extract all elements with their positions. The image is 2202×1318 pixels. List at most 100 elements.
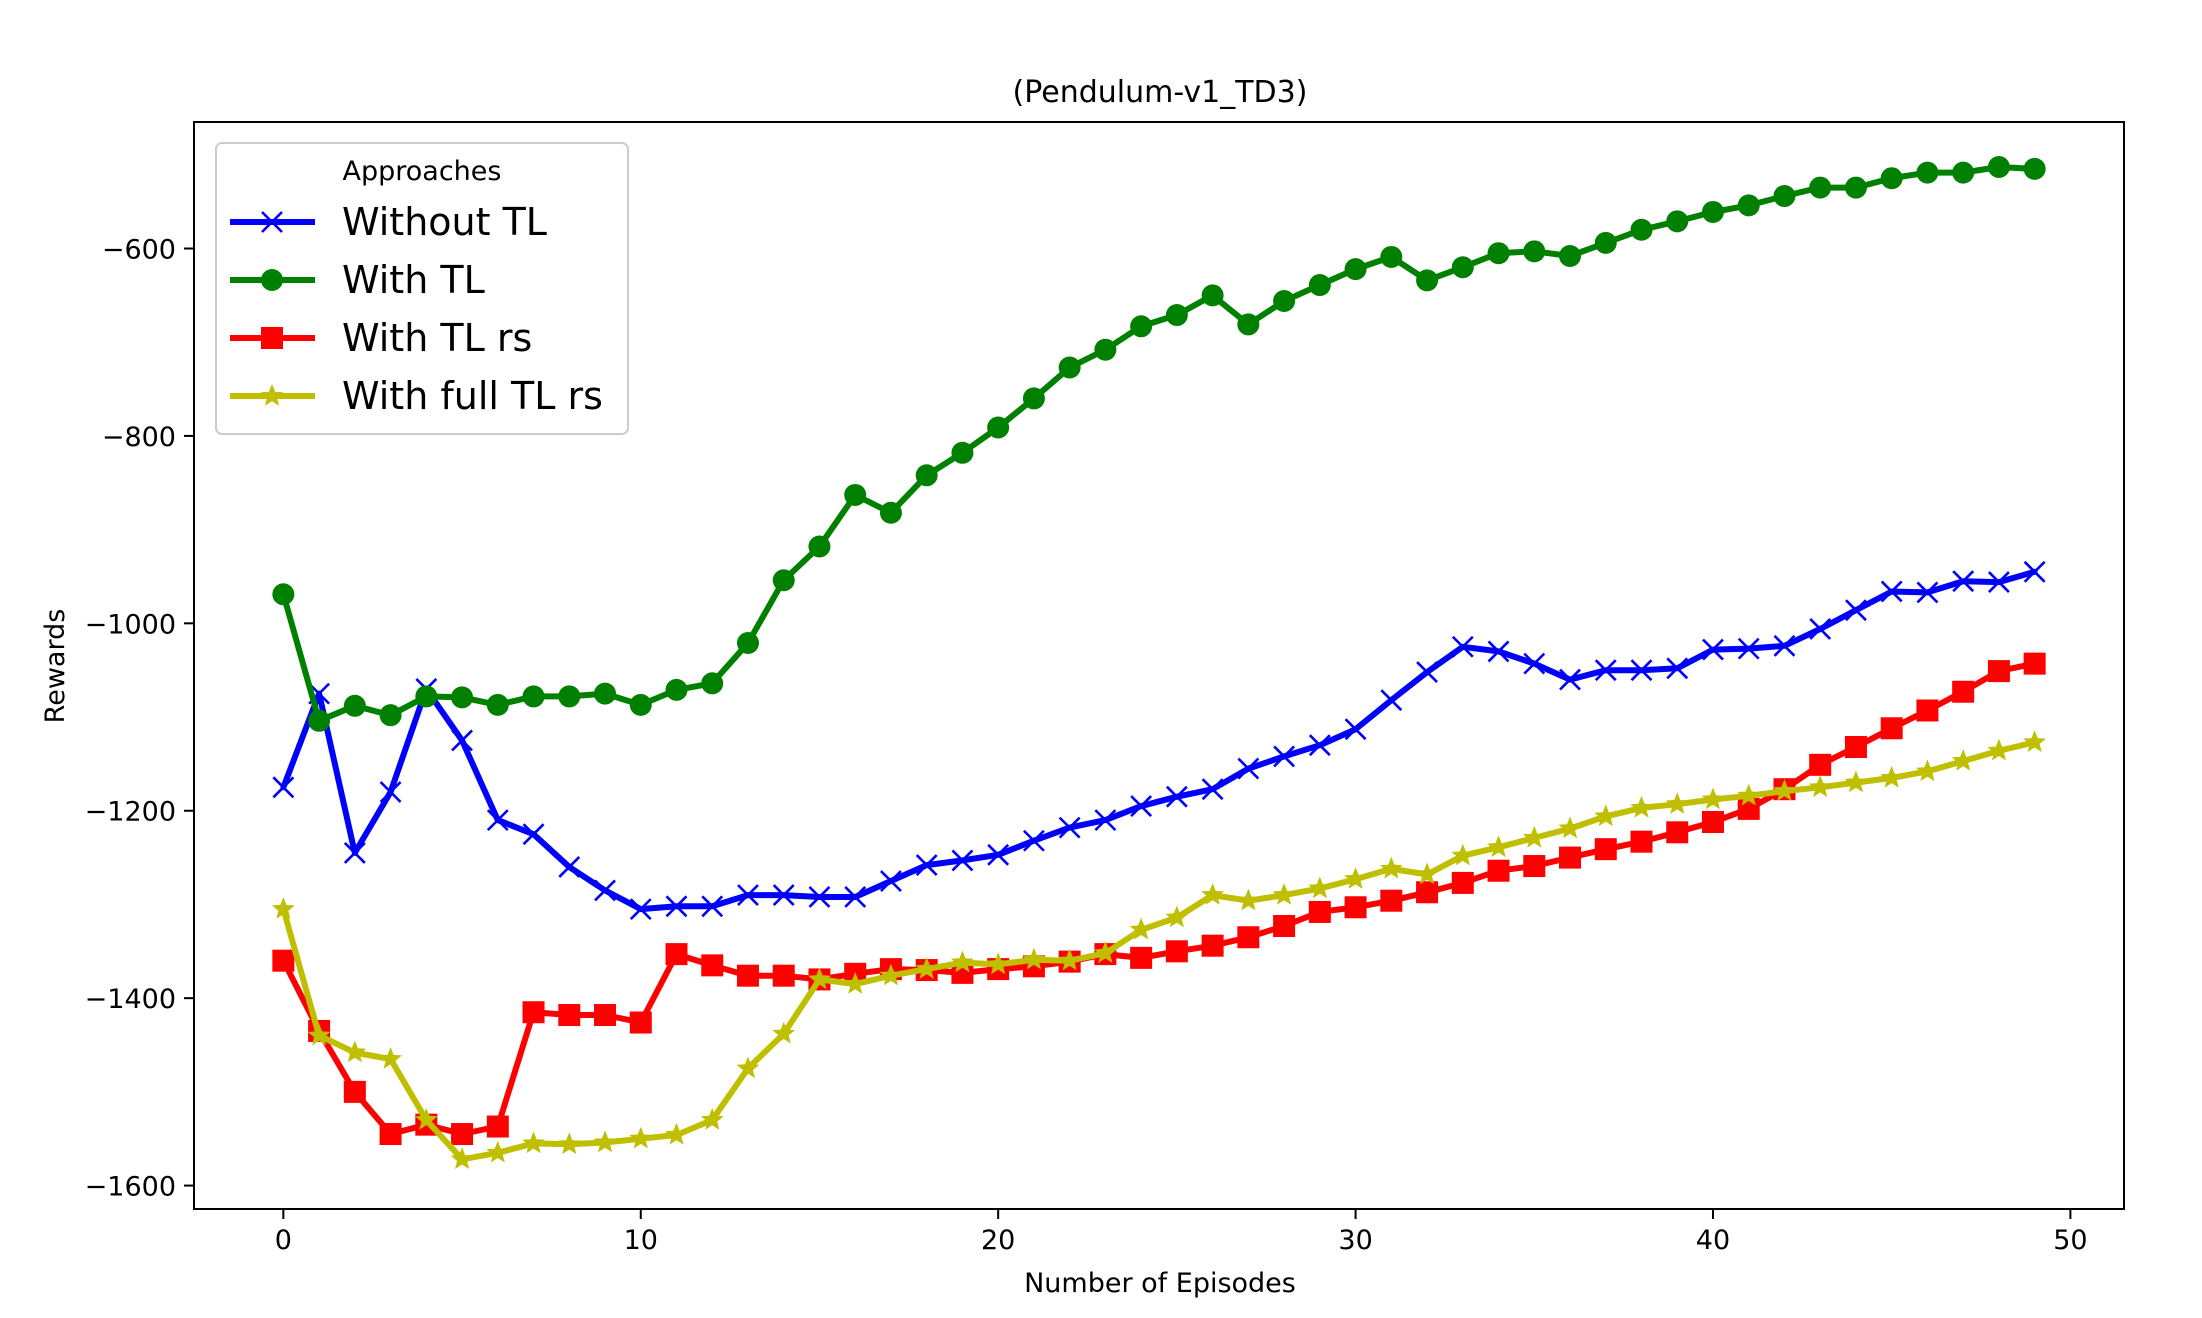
chart-title: (Pendulum-v1_TD3) (1013, 75, 1308, 110)
data-point-with-tl (1987, 155, 2010, 178)
data-point-with-tl-rs (1165, 940, 1188, 963)
data-point-with-full-tl-rs (736, 1056, 760, 1079)
data-point-without-tl (558, 856, 581, 878)
data-point-with-full-tl-rs (450, 1147, 474, 1169)
x-axis: 0 10 20 30 40 50 (275, 1209, 2088, 1256)
data-point-with-tl (451, 686, 474, 709)
data-point-with-full-tl-rs (1880, 765, 1904, 788)
data-point-with-tl (1594, 231, 1617, 254)
data-point-with-full-tl-rs (772, 1021, 796, 1044)
legend-entry-without-tl: Without TL (230, 200, 547, 244)
data-point-with-tl-rs (451, 1123, 474, 1146)
data-point-with-tl (844, 483, 867, 506)
data-point-with-tl (1344, 258, 1367, 281)
data-point-with-tl (1237, 313, 1260, 336)
data-point-without-tl (1702, 638, 1724, 661)
data-point-with-tl-rs (1344, 896, 1367, 919)
data-point-without-tl (951, 849, 974, 872)
data-point-without-tl (915, 854, 938, 877)
data-point-with-full-tl-rs (1951, 749, 1975, 771)
data-point-without-tl (987, 843, 1010, 866)
data-point-with-full-tl-rs (1415, 862, 1439, 885)
data-point-with-tl (379, 704, 402, 727)
data-point-without-tl (1201, 778, 1224, 801)
data-point-with-full-tl-rs (951, 950, 974, 973)
data-point-with-full-tl-rs (2023, 730, 2047, 752)
plot-frame (193, 121, 2125, 1210)
data-point-with-tl-rs (1451, 871, 1474, 894)
data-point-without-tl (1773, 634, 1796, 657)
data-point-with-full-tl-rs (1022, 947, 1046, 970)
data-point-without-tl (1165, 785, 1188, 808)
x-tick-label: 30 (1338, 1225, 1372, 1256)
legend-items: Without TL With TL With TL rs With full TL … (230, 200, 603, 418)
data-point-with-tl-rs (772, 964, 795, 987)
data-point-with-tl (1487, 242, 1510, 265)
data-point-with-full-tl-rs (1094, 941, 1117, 963)
data-point-with-full-tl-rs (1844, 770, 1868, 793)
data-point-with-tl-rs (1487, 859, 1510, 882)
data-point-with-full-tl-rs (1165, 905, 1189, 928)
legend-label: With full TL rs (342, 374, 603, 418)
x-tick-label: 40 (1696, 1225, 1730, 1256)
data-point-with-tl-rs (1630, 830, 1653, 853)
data-point-with-full-tl-rs (1487, 835, 1510, 857)
data-point-with-full-tl-rs (1058, 948, 1082, 971)
series-line-with-full-tl-rs (280, 739, 2038, 1163)
legend-label: With TL (342, 258, 485, 302)
data-point-with-tl (486, 693, 509, 716)
data-point-with-full-tl-rs (379, 1047, 402, 1069)
legend-swatch-marker (260, 384, 284, 406)
data-point-with-tl (701, 672, 724, 695)
data-point-with-tl (915, 464, 938, 487)
data-point-with-full-tl-rs (557, 1132, 581, 1155)
data-point-with-tl (1273, 289, 1296, 312)
data-point-without-tl (451, 729, 473, 752)
data-point-with-tl-rs (343, 1080, 366, 1103)
series-line-with-tl-rs (280, 660, 2038, 1137)
y-axis-label: Rewards (40, 609, 71, 724)
data-point-with-tl-rs (665, 943, 688, 966)
data-point-without-tl (844, 886, 867, 908)
data-point-with-full-tl-rs (1665, 792, 1689, 814)
legend-swatch-marker (261, 211, 283, 233)
data-point-with-full-tl-rs (1236, 888, 1260, 911)
data-point-with-tl (1880, 167, 1903, 190)
x-tick-label: 0 (275, 1225, 292, 1256)
data-point-without-tl (594, 879, 616, 902)
data-point-with-tl (951, 441, 974, 464)
data-point-with-full-tl-rs (1808, 775, 1832, 797)
data-point-with-tl-rs (736, 964, 759, 987)
data-point-with-tl (343, 694, 366, 717)
data-point-with-tl (558, 685, 581, 708)
data-point-with-tl (1916, 161, 1939, 184)
data-point-with-full-tl-rs (522, 1131, 545, 1154)
data-point-with-tl (272, 583, 295, 606)
data-point-with-tl-rs (1594, 838, 1617, 861)
data-point-without-tl (1630, 659, 1653, 682)
data-point-with-full-tl-rs (808, 967, 831, 990)
data-point-with-tl (1451, 256, 1474, 279)
data-point-with-tl-rs (1273, 915, 1296, 938)
data-point-with-tl (594, 682, 617, 705)
data-point-without-tl (629, 898, 652, 921)
data-point-with-tl (1380, 245, 1403, 268)
data-point-with-tl-rs (272, 949, 295, 972)
data-point-with-full-tl-rs (1201, 883, 1224, 905)
data-point-with-full-tl-rs (915, 957, 939, 979)
data-point-with-full-tl-rs (986, 952, 1010, 975)
x-tick-label: 50 (2053, 1225, 2087, 1256)
data-point-with-full-tl-rs (1773, 779, 1796, 801)
data-point-without-tl (808, 886, 831, 908)
data-point-with-tl (1737, 194, 1760, 217)
data-point-with-tl-rs (701, 954, 724, 977)
legend-box (215, 142, 629, 435)
legend-label: With TL rs (342, 316, 532, 360)
data-point-with-full-tl-rs (700, 1108, 724, 1130)
data-point-with-tl (1559, 245, 1582, 268)
data-point-with-tl-rs (558, 1004, 581, 1027)
data-point-with-tl (1201, 284, 1224, 307)
data-point-without-tl (1058, 816, 1081, 839)
